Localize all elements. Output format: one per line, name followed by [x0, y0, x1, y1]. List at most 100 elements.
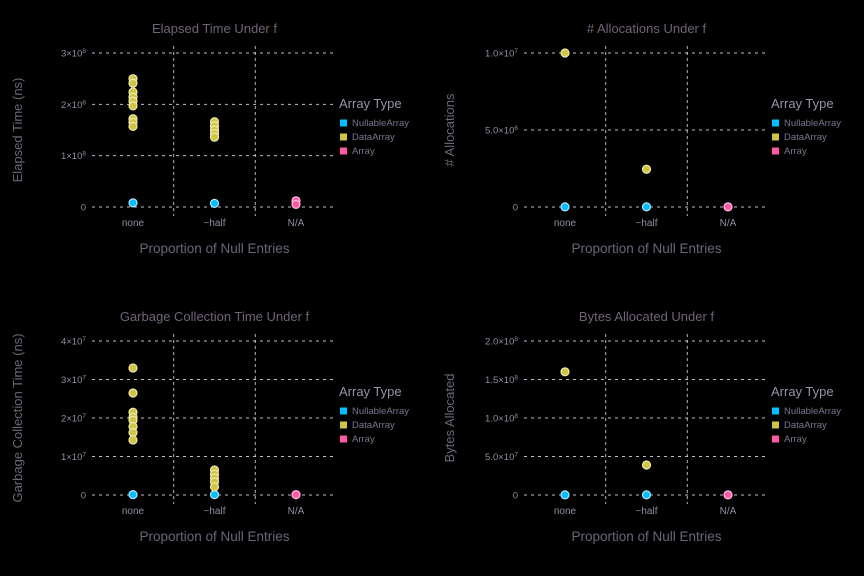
legend-swatch-array [340, 435, 347, 443]
legend-item-label: DataArray [784, 132, 827, 143]
y-tick-label: 1×108 [61, 151, 86, 163]
chart-gc-time: 0 1×107 2×107 3×107 4×107 none ~half N/A Garbage… [10, 309, 409, 544]
y-tick-label: 0 [81, 203, 86, 214]
legend-item-label: Array [352, 146, 375, 157]
y-tick-label: 0 [513, 491, 518, 502]
data-point-dataarray [209, 482, 220, 492]
legend-title: Array Type [339, 96, 402, 111]
y-tick-label: 3×107 [61, 375, 86, 387]
data-point-array [291, 490, 301, 500]
legend-item-label: Array [784, 146, 807, 157]
legend-swatch-nullablearray [340, 119, 347, 127]
legend-item-label: Array [352, 434, 375, 445]
x-tick-label: ~half [636, 506, 658, 517]
legend-item-label: NullableArray [352, 118, 409, 129]
legend-item-label: DataArray [352, 420, 395, 431]
data-point-dataarray [128, 388, 138, 398]
data-point-dataarray [641, 164, 652, 174]
legend-swatch-dataarray [772, 133, 779, 141]
x-tick-label: N/A [720, 506, 737, 517]
x-tick-label: none [554, 218, 577, 229]
data-point-dataarray [128, 363, 138, 373]
legend-swatch-array [340, 147, 347, 155]
legend-item-label: Array [784, 434, 807, 445]
data-point-array [723, 202, 733, 212]
x-axis-label: Proportion of Null Entries [139, 241, 289, 256]
data-point-dataarray [560, 48, 570, 58]
x-axis-label: Proportion of Null Entries [139, 529, 289, 544]
y-tick-label: 1.5×108 [485, 375, 518, 387]
legend-swatch-nullablearray [772, 119, 779, 127]
legend-title: Array Type [771, 384, 834, 399]
data-point-dataarray [128, 101, 138, 111]
x-axis-label: Proportion of Null Entries [571, 529, 721, 544]
x-tick-label: ~half [204, 506, 226, 517]
legend-swatch-dataarray [340, 133, 347, 141]
x-axis-label: Proportion of Null Entries [571, 241, 721, 256]
data-point-nullablearray [209, 198, 220, 209]
data-point-nullablearray [560, 202, 570, 212]
chart-elapsed-time: 0 1×108 2×108 3×108 none ~half N/A Elapsed Time… [10, 21, 409, 256]
y-tick-label: 2×107 [61, 413, 86, 425]
legend-swatch-nullablearray [772, 407, 779, 415]
x-tick-label: none [122, 506, 145, 517]
legend-item-label: NullableArray [352, 406, 409, 417]
x-tick-label: ~half [204, 218, 226, 229]
y-tick-label: 2×108 [61, 99, 86, 111]
data-point-nullablearray [641, 490, 652, 500]
y-tick-label: 2.0×108 [485, 336, 518, 348]
panel-bytes-allocated: 0 5.0×107 1.0×108 1.5×108 2.0×108 none ~half N/… [432, 288, 864, 576]
data-point-nullablearray [128, 490, 138, 500]
legend-swatch-array [772, 147, 779, 155]
data-point-array [723, 490, 733, 500]
data-point-nullablearray [641, 202, 652, 212]
y-axis-label: Garbage Collection Time (ns) [10, 333, 25, 502]
data-point-dataarray [560, 367, 570, 377]
panel-elapsed-time: 0 1×108 2×108 3×108 none ~half N/A Elapsed Time… [0, 0, 432, 288]
chart-bytes-allocated: 0 5.0×107 1.0×108 1.5×108 2.0×108 none ~half N/… [442, 309, 841, 544]
y-tick-label: 0 [513, 203, 518, 214]
chart-title: # Allocations Under f [587, 21, 707, 36]
chart-title: Garbage Collection Time Under f [120, 309, 310, 324]
y-axis-label: Bytes Allocated [442, 374, 457, 463]
panel-allocations: 0 5.0×106 1.0×107 none ~half N/A # Allocations… [432, 0, 864, 288]
legend-swatch-dataarray [340, 421, 347, 429]
legend-title: Array Type [339, 384, 402, 399]
data-point-nullablearray [209, 490, 220, 500]
legend-swatch-dataarray [772, 421, 779, 429]
data-point-array [291, 199, 301, 210]
y-tick-label: 5.0×106 [485, 125, 518, 137]
chart-title: Bytes Allocated Under f [579, 309, 715, 324]
y-tick-label: 3×108 [61, 48, 86, 60]
x-tick-label: none [122, 218, 145, 229]
x-tick-label: none [554, 506, 577, 517]
legend-item-label: DataArray [352, 132, 395, 143]
x-tick-label: N/A [288, 218, 305, 229]
y-axis-label: # Allocations [442, 93, 457, 166]
legend-swatch-array [772, 435, 779, 443]
x-tick-label: ~half [636, 218, 658, 229]
legend-title: Array Type [771, 96, 834, 111]
y-tick-label: 4×107 [61, 336, 86, 348]
y-tick-label: 1.0×107 [485, 48, 518, 60]
data-point-dataarray [641, 460, 652, 470]
y-tick-label: 0 [81, 491, 86, 502]
panel-gc-time: 0 1×107 2×107 3×107 4×107 none ~half N/A Garbage… [0, 288, 432, 576]
y-axis-label: Elapsed Time (ns) [10, 78, 25, 183]
chart-title: Elapsed Time Under f [152, 21, 277, 36]
legend-item-label: DataArray [784, 420, 827, 431]
y-tick-label: 5.0×107 [485, 452, 518, 464]
data-point-nullablearray [128, 198, 138, 208]
y-tick-label: 1×107 [61, 452, 86, 464]
chart-allocations: 0 5.0×106 1.0×107 none ~half N/A # Allocations… [442, 21, 841, 256]
data-point-dataarray [128, 121, 138, 132]
legend-item-label: NullableArray [784, 406, 841, 417]
data-point-dataarray [128, 435, 138, 445]
data-point-dataarray [209, 132, 220, 142]
data-point-nullablearray [560, 490, 570, 500]
data-point-dataarray [128, 78, 138, 88]
x-tick-label: N/A [288, 506, 305, 517]
legend-item-label: NullableArray [784, 118, 841, 129]
legend-swatch-nullablearray [340, 407, 347, 415]
y-tick-label: 1.0×108 [485, 413, 518, 425]
